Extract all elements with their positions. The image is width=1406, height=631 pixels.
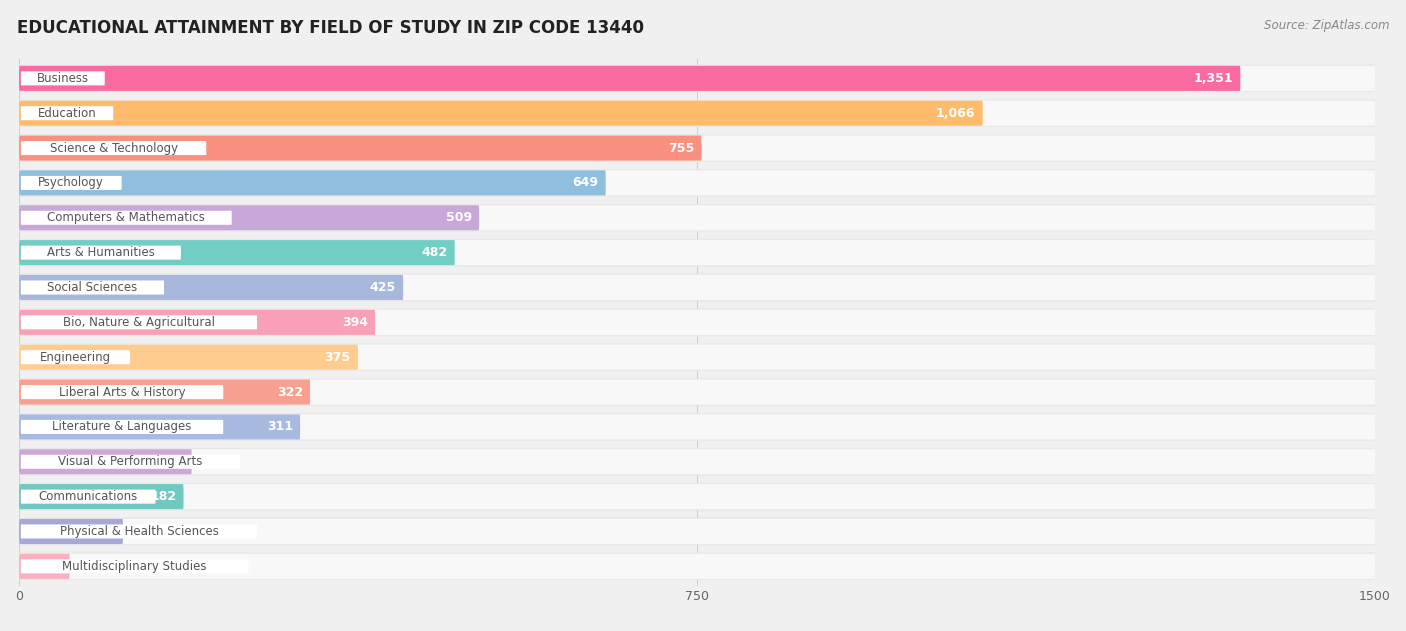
FancyBboxPatch shape bbox=[20, 170, 1375, 196]
Text: Bio, Nature & Agricultural: Bio, Nature & Agricultural bbox=[63, 316, 215, 329]
FancyBboxPatch shape bbox=[20, 484, 1375, 509]
FancyBboxPatch shape bbox=[20, 169, 1375, 197]
FancyBboxPatch shape bbox=[20, 379, 1375, 404]
FancyBboxPatch shape bbox=[20, 240, 1375, 265]
Text: 649: 649 bbox=[572, 177, 599, 189]
FancyBboxPatch shape bbox=[21, 141, 207, 155]
FancyBboxPatch shape bbox=[20, 136, 1375, 161]
Text: 482: 482 bbox=[422, 246, 447, 259]
FancyBboxPatch shape bbox=[20, 449, 1375, 475]
FancyBboxPatch shape bbox=[20, 554, 70, 579]
Text: Multidisciplinary Studies: Multidisciplinary Studies bbox=[62, 560, 207, 573]
Text: Liberal Arts & History: Liberal Arts & History bbox=[59, 386, 186, 399]
FancyBboxPatch shape bbox=[20, 205, 1375, 230]
FancyBboxPatch shape bbox=[21, 385, 224, 399]
FancyBboxPatch shape bbox=[21, 280, 165, 295]
Text: Psychology: Psychology bbox=[38, 177, 104, 189]
FancyBboxPatch shape bbox=[20, 66, 1240, 91]
Text: Social Sciences: Social Sciences bbox=[48, 281, 138, 294]
Text: 311: 311 bbox=[267, 420, 292, 433]
Text: Literature & Languages: Literature & Languages bbox=[52, 420, 191, 433]
FancyBboxPatch shape bbox=[20, 345, 1375, 370]
Text: 425: 425 bbox=[370, 281, 396, 294]
FancyBboxPatch shape bbox=[21, 71, 105, 85]
FancyBboxPatch shape bbox=[20, 274, 1375, 301]
FancyBboxPatch shape bbox=[20, 64, 1375, 92]
FancyBboxPatch shape bbox=[20, 517, 1375, 545]
Text: 394: 394 bbox=[342, 316, 368, 329]
FancyBboxPatch shape bbox=[21, 106, 114, 121]
Text: Computers & Mathematics: Computers & Mathematics bbox=[48, 211, 205, 224]
FancyBboxPatch shape bbox=[21, 490, 156, 504]
FancyBboxPatch shape bbox=[20, 449, 191, 475]
FancyBboxPatch shape bbox=[21, 211, 232, 225]
FancyBboxPatch shape bbox=[20, 553, 1375, 580]
FancyBboxPatch shape bbox=[20, 100, 1375, 127]
FancyBboxPatch shape bbox=[20, 134, 1375, 162]
FancyBboxPatch shape bbox=[20, 275, 404, 300]
FancyBboxPatch shape bbox=[20, 101, 1375, 126]
FancyBboxPatch shape bbox=[20, 101, 983, 126]
FancyBboxPatch shape bbox=[21, 420, 224, 434]
FancyBboxPatch shape bbox=[20, 204, 1375, 232]
FancyBboxPatch shape bbox=[21, 524, 257, 538]
FancyBboxPatch shape bbox=[20, 448, 1375, 476]
Text: 375: 375 bbox=[325, 351, 350, 363]
Text: 1,066: 1,066 bbox=[936, 107, 976, 120]
FancyBboxPatch shape bbox=[20, 275, 1375, 300]
FancyBboxPatch shape bbox=[20, 310, 1375, 335]
FancyBboxPatch shape bbox=[21, 316, 257, 329]
FancyBboxPatch shape bbox=[20, 484, 184, 509]
FancyBboxPatch shape bbox=[20, 170, 606, 196]
FancyBboxPatch shape bbox=[20, 519, 122, 544]
FancyBboxPatch shape bbox=[20, 343, 1375, 371]
FancyBboxPatch shape bbox=[20, 136, 702, 161]
Text: 191: 191 bbox=[159, 456, 184, 468]
Text: 1,351: 1,351 bbox=[1194, 72, 1233, 85]
FancyBboxPatch shape bbox=[20, 415, 299, 439]
Text: Source: ZipAtlas.com: Source: ZipAtlas.com bbox=[1264, 19, 1389, 32]
FancyBboxPatch shape bbox=[20, 66, 1375, 91]
Text: Science & Technology: Science & Technology bbox=[49, 141, 177, 155]
FancyBboxPatch shape bbox=[20, 415, 1375, 439]
Text: Business: Business bbox=[37, 72, 89, 85]
FancyBboxPatch shape bbox=[20, 205, 479, 230]
FancyBboxPatch shape bbox=[20, 379, 311, 404]
Text: EDUCATIONAL ATTAINMENT BY FIELD OF STUDY IN ZIP CODE 13440: EDUCATIONAL ATTAINMENT BY FIELD OF STUDY… bbox=[17, 19, 644, 37]
FancyBboxPatch shape bbox=[20, 483, 1375, 510]
Text: Visual & Performing Arts: Visual & Performing Arts bbox=[58, 456, 202, 468]
Text: Communications: Communications bbox=[38, 490, 138, 503]
FancyBboxPatch shape bbox=[20, 240, 454, 265]
Text: 56: 56 bbox=[45, 560, 62, 573]
Text: Physical & Health Sciences: Physical & Health Sciences bbox=[59, 525, 218, 538]
Text: Education: Education bbox=[38, 107, 97, 120]
Text: 322: 322 bbox=[277, 386, 302, 399]
FancyBboxPatch shape bbox=[21, 245, 181, 260]
FancyBboxPatch shape bbox=[20, 379, 1375, 406]
Text: Arts & Humanities: Arts & Humanities bbox=[46, 246, 155, 259]
FancyBboxPatch shape bbox=[20, 519, 1375, 544]
FancyBboxPatch shape bbox=[21, 176, 122, 190]
FancyBboxPatch shape bbox=[21, 559, 249, 574]
FancyBboxPatch shape bbox=[20, 413, 1375, 440]
FancyBboxPatch shape bbox=[20, 310, 375, 335]
FancyBboxPatch shape bbox=[20, 239, 1375, 266]
FancyBboxPatch shape bbox=[21, 350, 131, 364]
FancyBboxPatch shape bbox=[20, 345, 359, 370]
Text: 182: 182 bbox=[150, 490, 176, 503]
Text: 509: 509 bbox=[446, 211, 472, 224]
FancyBboxPatch shape bbox=[20, 554, 1375, 579]
Text: 755: 755 bbox=[668, 141, 695, 155]
Text: 115: 115 bbox=[90, 525, 115, 538]
FancyBboxPatch shape bbox=[21, 455, 240, 469]
Text: Engineering: Engineering bbox=[39, 351, 111, 363]
FancyBboxPatch shape bbox=[20, 309, 1375, 336]
